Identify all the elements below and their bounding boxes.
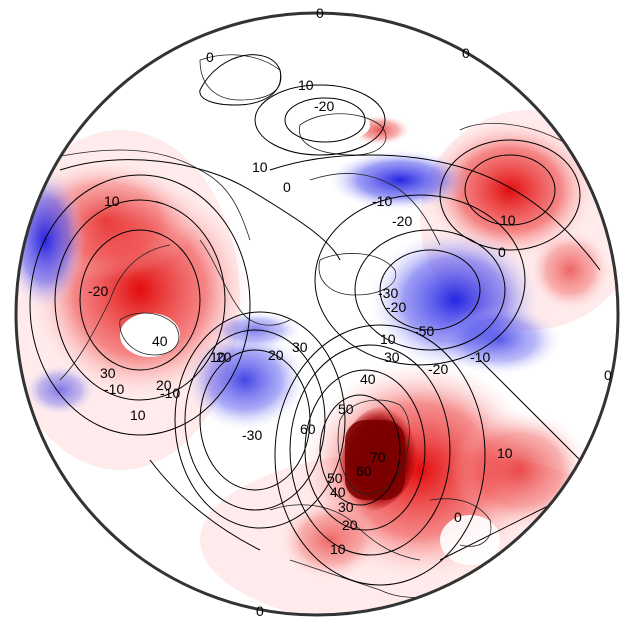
contour-labels: 0 0 0 10 -20 10 -10 -20 10 -10 0 0 10 -2… bbox=[88, 5, 612, 619]
contour-label: 10 bbox=[500, 212, 516, 228]
contour-label: 10 bbox=[210, 349, 226, 365]
contour-label: -20 bbox=[314, 98, 334, 114]
contour-layer bbox=[29, 54, 601, 586]
contour-label: -30 bbox=[378, 285, 398, 301]
contour-label: -50 bbox=[414, 323, 434, 339]
contour-label: 40 bbox=[330, 484, 346, 500]
contour-label: 10 bbox=[252, 159, 268, 175]
contour-label: 0 bbox=[462, 45, 470, 61]
contour-label: 50 bbox=[327, 470, 343, 486]
contour-label: 10 bbox=[130, 407, 146, 423]
globe-border bbox=[14, 11, 620, 617]
contour-label: 20 bbox=[268, 347, 284, 363]
contour-label: 0 bbox=[256, 603, 264, 619]
contour-label: -10 bbox=[372, 193, 392, 209]
contour-label: -30 bbox=[242, 427, 262, 443]
contour-label: 10 bbox=[298, 77, 314, 93]
contour-label: 30 bbox=[384, 349, 400, 365]
contour-label: 10 bbox=[104, 193, 120, 209]
contour-label: -10 bbox=[104, 381, 124, 397]
contour-label: 70 bbox=[370, 449, 386, 465]
contour-label: 0 bbox=[283, 179, 291, 195]
contour-label: 0 bbox=[206, 49, 214, 65]
contour-label: 0 bbox=[498, 244, 506, 260]
contour-label: 60 bbox=[356, 463, 372, 479]
contour-label: 20 bbox=[216, 349, 232, 365]
contour-label: 10 bbox=[330, 541, 346, 557]
contour-label: -20 bbox=[386, 299, 406, 315]
contour-label: -20 bbox=[392, 213, 412, 229]
contour-label: 0 bbox=[454, 509, 462, 525]
contour-label: 40 bbox=[360, 371, 376, 387]
contour-label: -10 bbox=[470, 349, 490, 365]
contour-label: 20 bbox=[342, 517, 358, 533]
contour-label: 20 bbox=[156, 377, 172, 393]
contour-label: 50 bbox=[338, 401, 354, 417]
contour-label: 30 bbox=[338, 499, 354, 515]
contour-label: -20 bbox=[428, 361, 448, 377]
contour-label: 10 bbox=[380, 331, 396, 347]
contour-label: 10 bbox=[497, 445, 513, 461]
red-anomaly-northeast bbox=[425, 120, 595, 260]
contour-label: 30 bbox=[100, 365, 116, 381]
contour-label: 30 bbox=[292, 339, 308, 355]
contour-label: -10 bbox=[160, 385, 180, 401]
contour-label: 0 bbox=[316, 5, 324, 21]
coastline-layer bbox=[39, 54, 611, 598]
contour-label: 0 bbox=[604, 367, 612, 383]
contour-label: 40 bbox=[152, 333, 168, 349]
contour-label: -20 bbox=[88, 283, 108, 299]
contour-label: 60 bbox=[300, 421, 316, 437]
